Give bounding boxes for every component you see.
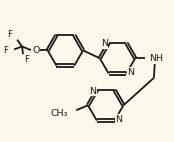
Text: NH: NH: [149, 54, 163, 63]
Text: F: F: [24, 55, 29, 64]
Text: N: N: [116, 115, 122, 124]
Text: N: N: [101, 39, 108, 48]
Text: F: F: [3, 46, 8, 55]
Text: N: N: [127, 68, 134, 77]
Text: N: N: [89, 86, 96, 96]
Text: CH₃: CH₃: [51, 109, 68, 118]
Text: F: F: [7, 30, 12, 39]
Text: O: O: [32, 46, 39, 55]
